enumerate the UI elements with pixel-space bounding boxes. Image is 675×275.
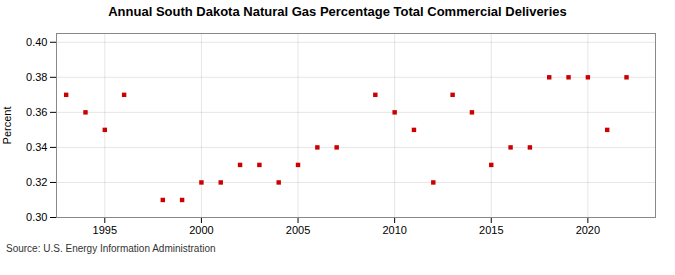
svg-text:2010: 2010 — [382, 224, 406, 236]
svg-text:0.30: 0.30 — [26, 211, 47, 223]
svg-text:2020: 2020 — [576, 224, 600, 236]
svg-text:1995: 1995 — [93, 224, 117, 236]
svg-text:0.36: 0.36 — [26, 106, 47, 118]
svg-text:0.38: 0.38 — [26, 71, 47, 83]
html-text:Source: U.S. Energy Informatio: Source: U.S. Energy Information Administ… — [6, 243, 216, 254]
svg-text:Percent: Percent — [1, 107, 13, 145]
html-text:Annual South Dakota Natural Ga: Annual South Dakota Natural Gas Percenta… — [108, 4, 567, 19]
svg-text:2005: 2005 — [286, 224, 310, 236]
svg-text:0.40: 0.40 — [26, 36, 47, 48]
svg-text:2015: 2015 — [479, 224, 503, 236]
svg-text:0.32: 0.32 — [26, 176, 47, 188]
svg-text:0.34: 0.34 — [26, 141, 47, 153]
svg-text:2000: 2000 — [189, 224, 213, 236]
